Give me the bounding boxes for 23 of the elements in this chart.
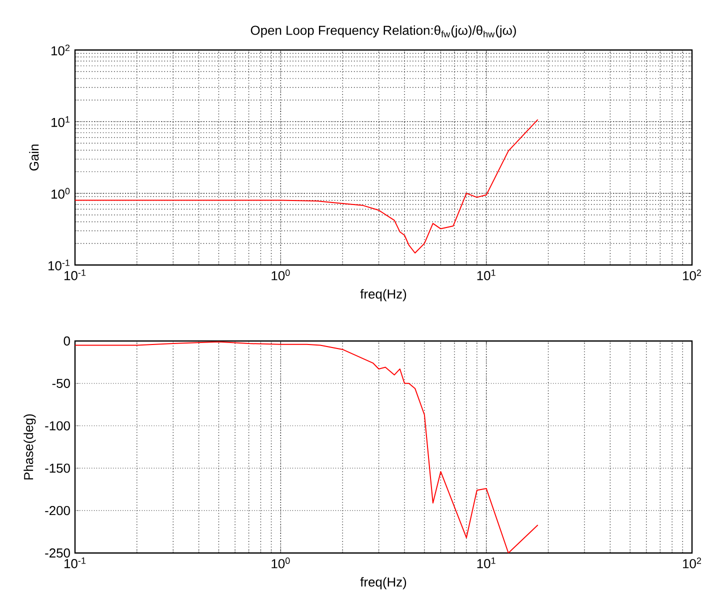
y-tick-label: -250 bbox=[45, 548, 70, 558]
x-tick-label: 10$^{-1}$ bbox=[64, 558, 86, 568]
x-tick-label: 10$^{0}$ bbox=[272, 558, 290, 568]
x-tick-label: 10$^{1}$ bbox=[477, 558, 496, 568]
x-axis-title: freq(Hz) bbox=[360, 577, 406, 590]
y-tick-label: 10$^{2}$ bbox=[52, 44, 70, 56]
y-tick-label: -50 bbox=[52, 378, 70, 388]
y-tick-label: 0 bbox=[64, 336, 70, 346]
y-tick-label: 10$^{-1}$ bbox=[48, 260, 70, 270]
y-axis-title: Phase(deg) bbox=[24, 414, 36, 480]
chart-title: Open Loop Frequency Relation:θ$_{fw}$(jω)/θ$_{hw}$(jω) bbox=[250, 25, 516, 38]
x-tick-label: 10$^{0}$ bbox=[272, 270, 290, 280]
x-tick-label: 10$^{2}$ bbox=[683, 558, 702, 568]
y-tick-label: -150 bbox=[45, 464, 70, 473]
x-axis-title: freq(Hz) bbox=[360, 289, 406, 302]
x-tick-label: 10$^{1}$ bbox=[477, 270, 496, 280]
y-tick-label: -100 bbox=[45, 421, 70, 430]
x-tick-label: 10$^{-1}$ bbox=[64, 270, 86, 280]
y-tick-label: 10$^{0}$ bbox=[52, 188, 70, 199]
y-tick-label: -200 bbox=[45, 506, 70, 516]
y-tick-label: 10$^{1}$ bbox=[52, 116, 70, 127]
x-tick-label: 10$^{2}$ bbox=[683, 270, 702, 280]
y-axis-title: Gain bbox=[29, 144, 39, 171]
